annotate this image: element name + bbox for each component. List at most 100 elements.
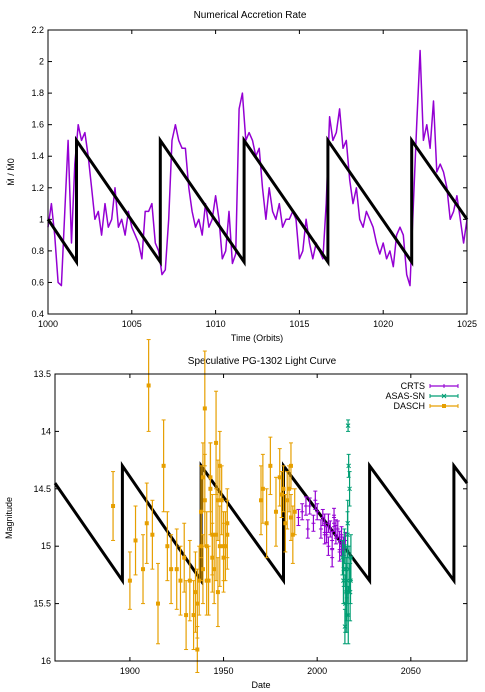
x-tick-label: 1000 (38, 319, 58, 329)
y-tick-label: 1 (39, 214, 44, 224)
data-point (305, 526, 310, 531)
x-tick-label: 1005 (122, 319, 142, 329)
x-tick-labels: 1000 1005 1010 1015 1020 1025 (38, 319, 477, 329)
x-tick-label: 1010 (206, 319, 226, 329)
data-point (202, 498, 207, 503)
y-tick-label: 15.5 (33, 599, 51, 609)
y-tick-labels: 13.5 14 14.5 15 15.5 16 (33, 369, 51, 666)
y-tick-label: 16 (41, 656, 51, 666)
data-point (311, 521, 316, 526)
data-point (215, 590, 220, 595)
data-point (146, 383, 151, 388)
data-point (333, 526, 338, 531)
data-point (264, 521, 269, 526)
data-point (341, 566, 347, 572)
y-tick-label: 14.5 (33, 484, 51, 494)
data-point (283, 521, 288, 526)
data-point (195, 647, 200, 652)
y-tick-label: 2.2 (31, 25, 44, 35)
data-point (144, 521, 149, 526)
data-point (330, 555, 335, 560)
y-tick-label: 15 (41, 541, 51, 551)
y-tick-label: 1.2 (31, 183, 44, 193)
legend-label: ASAS-SN (385, 391, 425, 401)
y-tick-label: 1.8 (31, 88, 44, 98)
data-point (273, 509, 278, 514)
data-point (346, 463, 351, 469)
data-point (277, 475, 282, 480)
model-line (46, 135, 469, 267)
y-tick-label: 1.4 (31, 151, 44, 161)
x-axis-label: Date (251, 680, 270, 690)
data-point (347, 486, 352, 492)
data-point (288, 515, 293, 520)
data-point (322, 532, 327, 537)
data-point (191, 613, 196, 618)
data-point (165, 544, 170, 549)
data-point (169, 567, 174, 572)
data-point (260, 486, 265, 491)
y-tick-label: 0.6 (31, 277, 44, 287)
y-tick-label: 14 (41, 426, 51, 436)
y-tick-label: 13.5 (33, 369, 51, 379)
y-axis-label: Ṁ / Ṁ0 (6, 158, 16, 186)
chart-title-light-curve: Speculative PG-1302 Light Curve (188, 356, 337, 367)
x-tick-label: 1020 (373, 319, 393, 329)
data-point (195, 601, 200, 606)
x-tick-label: 1025 (457, 319, 477, 329)
plot-frame (47, 29, 468, 315)
data-point (326, 544, 331, 549)
data-point (182, 555, 187, 560)
data-point (328, 526, 333, 531)
series-dasch (111, 339, 297, 673)
data-point (217, 544, 222, 549)
data-points (111, 339, 354, 673)
data-point (345, 423, 351, 429)
y-tick-label: 0.4 (31, 309, 44, 319)
data-point (292, 509, 297, 514)
data-point (208, 475, 213, 480)
y-tick-marks (47, 29, 468, 315)
data-point (345, 532, 350, 538)
x-tick-label: 1900 (120, 666, 140, 676)
data-point (184, 613, 189, 618)
series-lines (46, 49, 469, 287)
data-point (174, 567, 179, 572)
data-point (221, 544, 226, 549)
x-tick-label: 2050 (401, 666, 421, 676)
data-point (259, 498, 263, 503)
series-asas-sn (340, 419, 354, 645)
y-tick-label: 2 (39, 57, 44, 67)
data-point (288, 463, 293, 468)
accretion-rate-chart: Numerical Accretion Rate 1000 1005 1010 101… (6, 10, 477, 343)
data-point (133, 538, 138, 543)
data-point (217, 463, 222, 468)
data-point (318, 526, 323, 531)
y-axis-label: Magnitude (4, 497, 14, 539)
data-point (330, 538, 335, 543)
legend-label: DASCH (393, 401, 425, 411)
data-point (296, 515, 301, 520)
data-point (193, 590, 198, 595)
data-point (348, 578, 353, 583)
legend-marker (441, 393, 447, 399)
x-axis-label: Time (Orbits) (231, 333, 283, 343)
x-tick-label: 1950 (214, 666, 234, 676)
data-point (178, 578, 183, 583)
light-curve-chart: Speculative PG-1302 Light Curve 1900 1950… (4, 339, 469, 690)
data-point (156, 601, 160, 606)
x-tick-label: 2000 (307, 666, 327, 676)
data-point (322, 521, 327, 526)
data-point (285, 498, 290, 503)
data-point (307, 504, 312, 509)
data-point (339, 532, 344, 537)
y-tick-label: 1.6 (31, 120, 44, 130)
simulation-line (47, 49, 468, 287)
data-point (268, 463, 273, 468)
data-point (315, 509, 320, 514)
series-crts (296, 490, 348, 568)
y-tick-labels: 0.4 0.6 0.8 1 1.2 1.4 1.6 1.8 2 2.2 (31, 25, 44, 319)
x-tick-label: 1015 (289, 319, 309, 329)
data-point (187, 578, 192, 583)
